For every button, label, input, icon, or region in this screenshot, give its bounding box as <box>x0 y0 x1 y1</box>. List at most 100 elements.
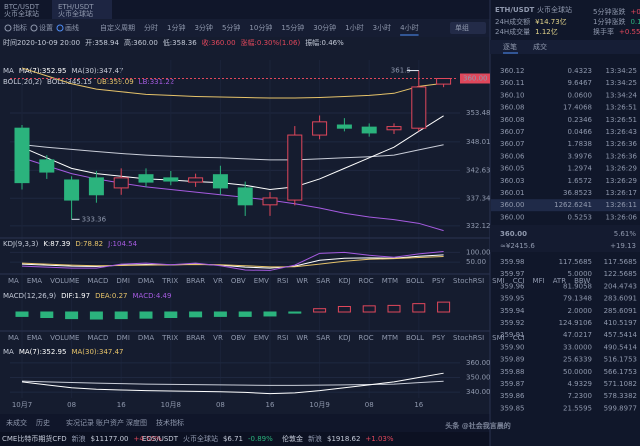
trade-qty: 1.2974 <box>568 165 593 173</box>
indicator-tab[interactable]: WR <box>296 277 308 285</box>
indicator-tab[interactable]: VOLUME <box>50 334 79 342</box>
macd-bar <box>313 308 327 313</box>
indicator-tab[interactable]: MACD <box>87 277 108 285</box>
tool[interactable]: 画线 <box>65 23 79 32</box>
indicator-tab[interactable]: DMI <box>116 334 130 342</box>
layout[interactable]: 单组 <box>455 23 469 32</box>
side-tab[interactable]: 逐笔 <box>503 42 517 51</box>
indicator-tab[interactable]: MTM <box>382 277 398 285</box>
indicator-tab[interactable]: ROC <box>358 334 373 342</box>
indicator-tab[interactable]: RSI <box>277 277 288 285</box>
trade-time: 13:26:29 <box>606 177 637 185</box>
kdj-line <box>21 250 444 271</box>
tool[interactable]: 设置 <box>39 23 53 32</box>
indicator-tab[interactable]: CCI <box>513 334 525 342</box>
kdj-legend: KDJ(9,3,3) K:87.39 D:78.82 J:104.54 <box>3 240 138 248</box>
indicator-tab[interactable]: VOLUME <box>50 277 79 285</box>
indicator-tab[interactable]: PSY <box>432 277 446 285</box>
indicator-tab[interactable]: MA <box>8 277 19 285</box>
indicator-tab[interactable]: MTM <box>382 334 398 342</box>
ticker-part: 新浪 <box>308 434 322 443</box>
indicator-tab[interactable]: VR <box>213 277 223 285</box>
period[interactable]: 10分钟 <box>249 23 272 32</box>
indicator-tab[interactable]: OBV <box>231 334 246 342</box>
book-total: 457.5414 <box>604 331 638 339</box>
layout-button[interactable] <box>450 22 486 34</box>
trade-qty: 36.8523 <box>563 189 592 197</box>
trade-time: 13:34:25 <box>606 67 637 75</box>
trade-time: 13:26:11 <box>606 201 637 209</box>
indicator-tab[interactable]: ROC <box>358 277 373 285</box>
indicator-tab[interactable]: DMA <box>138 334 154 342</box>
tool[interactable]: 指标 <box>13 23 27 32</box>
side-stat-part: 5分钟涨跌 <box>593 7 625 16</box>
ohlc-info-part: 时间2020-10-09 20:00 <box>3 38 80 47</box>
bottom-tab[interactable]: 技术指标 <box>156 418 184 427</box>
indicator-tab[interactable]: BRAR <box>186 277 205 285</box>
indicator-tab[interactable]: StochRSI <box>453 334 484 342</box>
period[interactable]: 1小时 <box>345 23 363 32</box>
ticker-part: $1918.62 <box>327 435 360 443</box>
indicator-tab[interactable]: TRIX <box>161 277 178 285</box>
tab-pair[interactable]: BTC/USDT <box>4 3 40 11</box>
indicator-tab[interactable]: MACD <box>87 334 108 342</box>
bottom-tab[interactable]: 实况记录 <box>66 418 94 427</box>
macd-bar <box>189 311 203 318</box>
candle-body <box>287 134 303 201</box>
trade-time: 13:26:51 <box>606 116 637 124</box>
indicator-tab[interactable]: KDJ <box>338 334 350 342</box>
trade-price: 360.08 <box>500 104 525 112</box>
bottom-tab[interactable]: 账户资产 <box>96 418 124 427</box>
indicator-tab[interactable]: SAR <box>316 277 330 285</box>
period[interactable]: 自定义周期 <box>100 23 135 32</box>
indicator-tab[interactable]: EMV <box>254 277 269 285</box>
indicator-tab[interactable]: SAR <box>316 334 330 342</box>
period[interactable]: 1分钟 <box>167 23 185 32</box>
kdj-line <box>21 256 444 268</box>
indicator-tab[interactable]: MA <box>8 334 19 342</box>
period[interactable]: 4小时 <box>400 23 418 32</box>
indicator-tab[interactable]: EMA <box>27 277 42 285</box>
trade-price: 360.07 <box>500 140 525 148</box>
indicator-tab[interactable]: StochRSI <box>453 277 484 285</box>
indicator-tab[interactable]: DMA <box>138 277 154 285</box>
candle-body <box>88 177 104 196</box>
indicator-tab[interactable]: MFI <box>533 277 545 285</box>
indicator-tab[interactable]: EMV <box>254 334 269 342</box>
indicator-tab[interactable]: SMI <box>492 277 505 285</box>
tab-pair[interactable]: ETH/USDT <box>58 3 94 11</box>
period[interactable]: 3分钟 <box>194 23 212 32</box>
indicator-tab[interactable]: KDJ <box>338 277 350 285</box>
indicator-tab[interactable]: BOLL <box>406 334 424 342</box>
ticker-part: +4.50% <box>134 435 162 443</box>
indicator-tab[interactable]: BOLL <box>406 277 424 285</box>
period[interactable]: 5分钟 <box>222 23 240 32</box>
ohlc-info-part: 收:360.00 <box>202 38 236 47</box>
trade-qty: 0.0466 <box>568 128 593 136</box>
book-qty: 2.0000 <box>568 307 593 315</box>
period[interactable]: 分时 <box>144 23 158 32</box>
indicator-tab[interactable]: OBV <box>231 277 246 285</box>
indicator-tab[interactable]: ATR <box>553 277 567 285</box>
bottom-tab[interactable]: 历史 <box>36 418 50 427</box>
period[interactable]: 3小时 <box>373 23 391 32</box>
indicator-tab[interactable]: SMI <box>492 334 505 342</box>
indicator-tab[interactable]: EMA <box>27 334 42 342</box>
indicator-tab[interactable]: PSY <box>432 334 446 342</box>
period[interactable]: 30分钟 <box>313 23 336 32</box>
side-tab[interactable]: 成交 <box>533 42 547 51</box>
indicator-tab[interactable]: BBW <box>574 277 590 285</box>
indicator-tab[interactable]: CCI <box>513 277 525 285</box>
y-tick-label: 348.01 <box>466 138 491 146</box>
indicator-tab[interactable]: BRAR <box>186 334 205 342</box>
book-price: 359.96 <box>500 282 525 290</box>
indicator-tab[interactable]: RSI <box>277 334 288 342</box>
period[interactable]: 15分钟 <box>281 23 304 32</box>
indicator-tab[interactable]: TRIX <box>161 334 178 342</box>
x-tick-label: 16 <box>414 401 423 409</box>
indicator-tab[interactable]: VR <box>213 334 223 342</box>
indicator-tab[interactable]: WR <box>296 334 308 342</box>
bottom-tab[interactable]: 未成交 <box>6 418 27 427</box>
indicator-tab[interactable]: DMI <box>116 277 130 285</box>
bottom-tab[interactable]: 深度图 <box>126 418 147 427</box>
